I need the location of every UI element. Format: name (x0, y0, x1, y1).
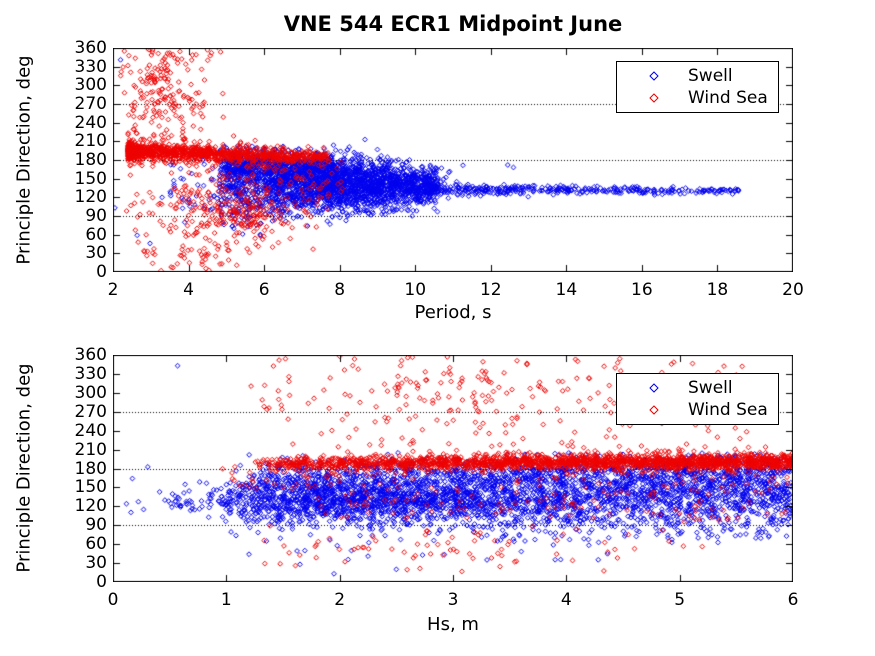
y-tick-label: 60 (85, 534, 107, 555)
bottom-y-axis-label: Principle Direction, deg (13, 363, 35, 573)
swell-marker-icon (649, 71, 659, 81)
y-tick-label: 90 (85, 515, 107, 536)
x-tick-label: 1 (220, 590, 232, 610)
bottom-x-axis-label: Hs, m (427, 614, 479, 635)
y-tick-label: 300 (74, 382, 107, 403)
legend-item-wind-sea: Wind Sea (617, 87, 778, 109)
legend-item-wind-sea: Wind Sea (617, 399, 778, 421)
x-tick-label: 4 (183, 280, 194, 300)
bottom-legend: Swell Wind Sea (616, 373, 779, 425)
legend-item-swell: Swell (617, 377, 778, 399)
y-tick-label: 300 (74, 75, 107, 96)
y-tick-label: 30 (85, 243, 107, 264)
y-tick-label: 90 (85, 206, 107, 226)
figure-title: VNE 544 ECR1 Midpoint June (283, 12, 623, 36)
top-y-axis-label: Principle Direction, deg (13, 55, 35, 265)
legend-item-swell: Swell (617, 65, 778, 87)
y-tick-label: 330 (74, 363, 107, 384)
x-tick-label: 6 (787, 590, 799, 610)
y-tick-label: 210 (74, 131, 107, 152)
y-tick-label: 0 (96, 262, 107, 282)
x-tick-label: 6 (258, 280, 270, 300)
wind-sea-marker-icon (649, 405, 659, 415)
legend-label-swell: Swell (688, 378, 733, 398)
x-tick-label: 3 (447, 590, 459, 610)
wind-sea-marker-icon (649, 93, 659, 103)
top-x-axis-label: Period, s (414, 302, 492, 323)
y-tick-label: 120 (74, 187, 107, 208)
legend-label-wind-sea: Wind Sea (688, 88, 768, 108)
y-tick-label: 0 (96, 572, 107, 592)
x-tick-label: 14 (555, 280, 578, 300)
y-tick-label: 60 (85, 224, 107, 245)
x-tick-label: 18 (706, 280, 729, 300)
x-tick-label: 5 (674, 590, 686, 610)
y-tick-label: 180 (74, 150, 107, 170)
x-tick-label: 0 (107, 590, 119, 610)
x-tick-label: 20 (782, 280, 804, 300)
x-tick-label: 2 (107, 280, 119, 300)
x-tick-label: 2 (334, 590, 346, 610)
swell-marker-icon (649, 383, 659, 393)
legend-label-wind-sea: Wind Sea (688, 400, 768, 420)
y-tick-label: 150 (74, 168, 107, 189)
y-tick-label: 30 (85, 553, 107, 574)
y-tick-label: 270 (74, 401, 107, 422)
x-tick-label: 10 (404, 280, 427, 300)
y-tick-label: 240 (74, 112, 107, 133)
y-tick-label: 360 (74, 345, 107, 365)
legend-label-swell: Swell (688, 66, 733, 86)
y-tick-label: 360 (74, 38, 107, 58)
y-tick-label: 210 (74, 439, 107, 460)
y-tick-label: 150 (74, 477, 107, 498)
y-tick-label: 120 (74, 496, 107, 517)
y-tick-label: 180 (74, 458, 107, 479)
x-tick-label: 16 (631, 280, 653, 300)
top-legend: Swell Wind Sea (616, 61, 779, 113)
x-tick-label: 12 (479, 280, 502, 300)
y-tick-label: 330 (74, 56, 107, 77)
y-tick-label: 270 (74, 94, 107, 114)
y-tick-label: 240 (74, 420, 107, 441)
x-tick-label: 8 (334, 280, 346, 300)
x-tick-label: 4 (560, 590, 572, 610)
